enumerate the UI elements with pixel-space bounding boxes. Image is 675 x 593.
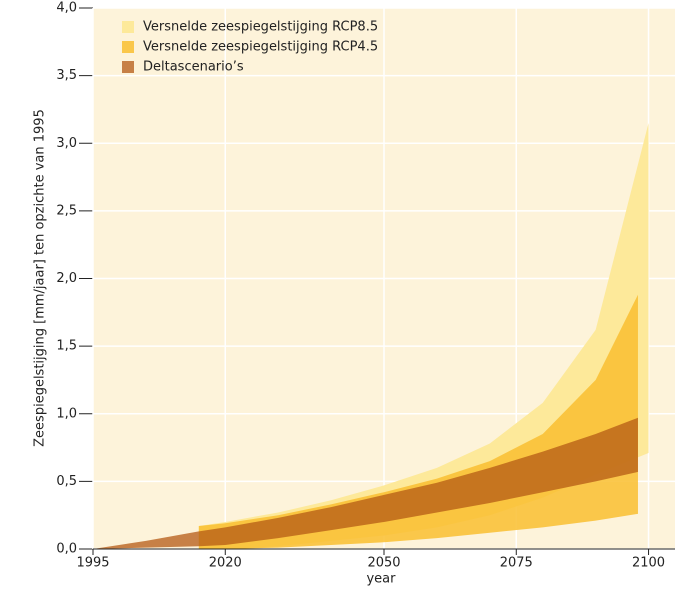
legend-swatch <box>122 61 134 73</box>
legend-swatch <box>122 21 134 33</box>
legend-swatch <box>122 41 134 53</box>
band-area <box>93 417 638 549</box>
legend-label: Versnelde zeespiegelstijging RCP4.5 <box>143 40 378 55</box>
x-tick-label: 2075 <box>500 556 533 571</box>
y-tick-label: 1,5 <box>56 339 77 354</box>
y-axis-label: Zeespiegelstijging [mm/jaar] ten opzicht… <box>33 109 48 447</box>
legend-label: Versnelde zeespiegelstijging RCP8.5 <box>143 20 378 35</box>
y-tick-label: 3,0 <box>56 136 77 151</box>
x-tick-label: 2050 <box>367 556 400 571</box>
legend-label: Deltascenario’s <box>143 60 244 75</box>
x-tick-label: 2020 <box>209 556 242 571</box>
y-tick-label: 1,0 <box>56 406 77 421</box>
y-tick-label: 2,0 <box>56 271 77 286</box>
y-tick-label: 4,0 <box>56 1 77 16</box>
y-tick-label: 0,0 <box>56 542 77 557</box>
y-tick-label: 0,5 <box>56 474 77 489</box>
x-tick-label: 2100 <box>632 556 665 571</box>
x-axis-label: year <box>366 572 396 587</box>
y-tick-label: 2,5 <box>56 203 77 218</box>
y-tick-label: 3,5 <box>56 68 77 83</box>
x-tick-label: 1995 <box>76 556 109 571</box>
